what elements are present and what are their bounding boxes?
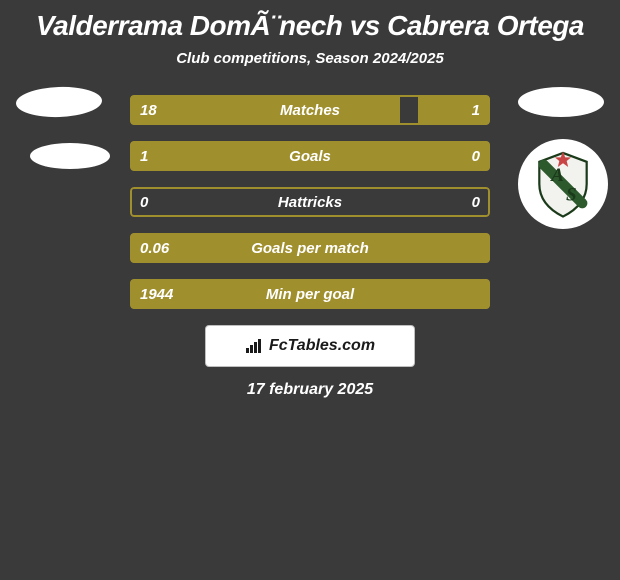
svg-text:S: S [566, 184, 577, 205]
watermark: FcTables.com [205, 325, 415, 367]
stat-row: 0 0 Hattricks [130, 187, 490, 217]
stat-row: 1944 Min per goal [130, 279, 490, 309]
chart-icon [245, 338, 265, 354]
player1-logo-2 [30, 143, 110, 169]
stat-label: Goals per match [251, 240, 369, 257]
stat-label: Matches [280, 102, 340, 119]
stat-label: Hattricks [278, 194, 342, 211]
page-title: Valderrama DomÃ¨nech vs Cabrera Ortega [0, 10, 620, 42]
player2-crest: A S [518, 139, 608, 229]
stats-area: A S 18 1 Matches 1 0 Goals 0 0 Hattricks 0.06 Goal… [0, 95, 620, 309]
bar-left-fill [130, 95, 400, 125]
stat-left-value: 1 [140, 148, 148, 165]
stat-left-value: 0 [140, 194, 148, 211]
stat-right-value: 0 [472, 194, 480, 211]
subtitle: Club competitions, Season 2024/2025 [0, 50, 620, 67]
stat-right-value: 1 [472, 102, 480, 119]
player2-logo-1 [518, 87, 604, 117]
stat-left-value: 0.06 [140, 240, 169, 257]
stat-left-value: 1944 [140, 286, 173, 303]
stat-label: Goals [289, 148, 331, 165]
player1-logo-1 [16, 86, 103, 119]
stat-row: 0.06 Goals per match [130, 233, 490, 263]
stat-label: Min per goal [266, 286, 354, 303]
shield-icon: A S [526, 147, 600, 221]
stat-right-value: 0 [472, 148, 480, 165]
stat-left-value: 18 [140, 102, 157, 119]
comparison-infographic: Valderrama DomÃ¨nech vs Cabrera Ortega C… [0, 0, 620, 580]
watermark-text: FcTables.com [269, 337, 375, 355]
stat-row: 1 0 Goals [130, 141, 490, 171]
stat-bars: 18 1 Matches 1 0 Goals 0 0 Hattricks 0.06 Goals pe… [130, 95, 490, 309]
stat-row: 18 1 Matches [130, 95, 490, 125]
svg-text:A: A [550, 165, 564, 186]
date-text: 17 february 2025 [0, 381, 620, 399]
